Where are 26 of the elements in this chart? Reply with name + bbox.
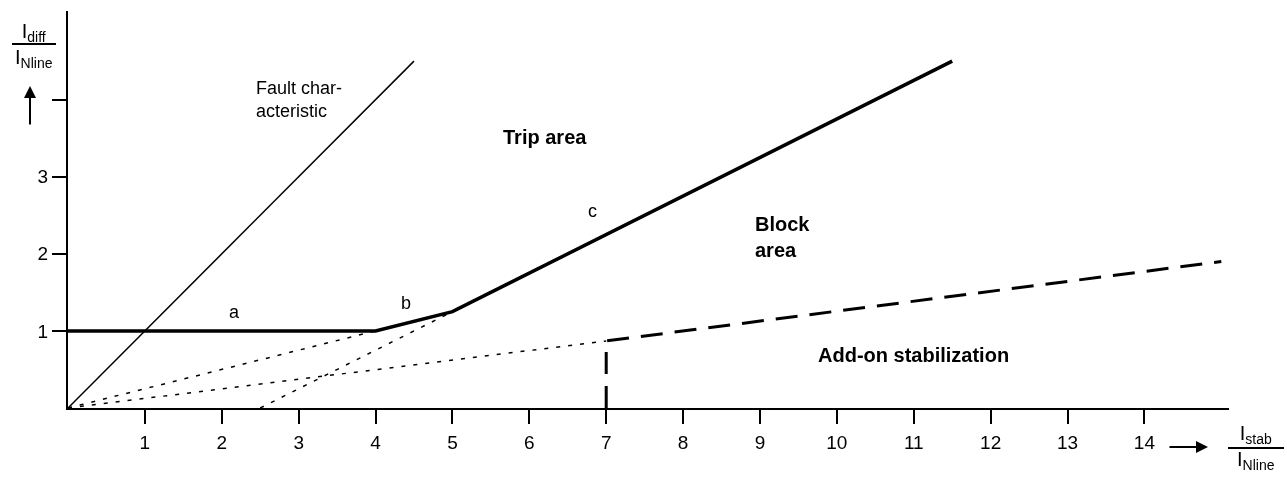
x-tick-label: 8 [677, 431, 689, 453]
annotation: Trip area [503, 126, 588, 148]
x-tick-label: 11 [903, 431, 924, 453]
annotation: Add-on stabilization [818, 344, 1010, 366]
x-tick-label: 4 [370, 431, 382, 453]
y-tick-label: 2 [37, 243, 49, 265]
x-axis-title: I$_{stab}$ I$_{Nline}$ [1237, 422, 1275, 474]
y-axis-title: I$_{diff}$ I$_{Nline}$ [15, 20, 53, 72]
x-tick-label: 10 [826, 431, 848, 453]
x-tick-label: 13 [1056, 431, 1079, 453]
annotation: Block area [755, 213, 811, 261]
annotation: Fault char- acteristic [256, 78, 343, 122]
annotation: c [588, 201, 597, 221]
x-tick-label: 1 [139, 431, 151, 453]
x-tick-label: 6 [524, 431, 535, 453]
x-tick-label: 3 [293, 431, 304, 453]
annotation: b [401, 293, 412, 313]
x-tick-label: 7 [600, 431, 612, 453]
x-tick-label: 14 [1133, 431, 1156, 453]
x-tick-label: 9 [754, 431, 766, 453]
annotation: a [229, 302, 240, 322]
x-tick-label: 12 [980, 431, 1002, 453]
y-tick-label: 1 [37, 320, 49, 342]
x-tick-label: 2 [216, 431, 228, 453]
x-tick-label: 5 [447, 431, 458, 453]
y-tick-label: 3 [37, 166, 49, 188]
